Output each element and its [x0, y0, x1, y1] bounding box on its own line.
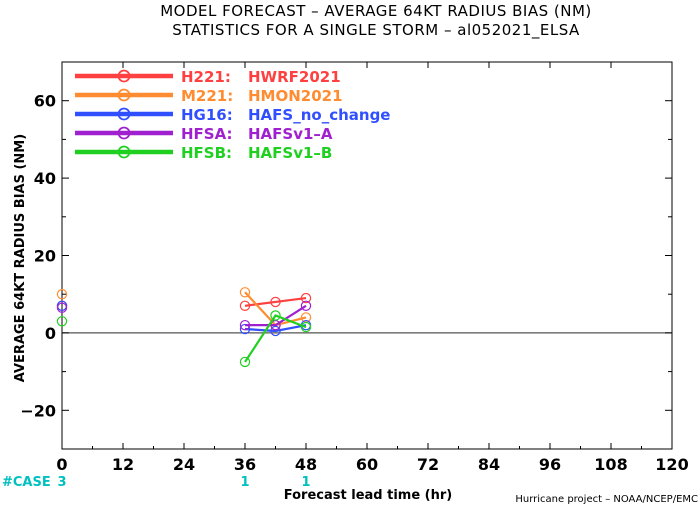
data-point-hg16	[270, 325, 281, 337]
x-tick-label: 48	[295, 455, 317, 474]
x-tick-label: 120	[655, 455, 688, 474]
y-tick-label: −20	[20, 401, 56, 420]
series-line-hfsb	[244, 314, 307, 363]
legend-model-name: HAFSv1–A	[248, 125, 333, 143]
case-count: 1	[240, 475, 249, 490]
credit-text: Hurricane project – NOAA/NCEP/EMC	[515, 494, 698, 505]
y-tick-label: 0	[45, 324, 56, 343]
data-point-hfsb	[56, 316, 68, 327]
legend-model-id: HFSA:	[181, 125, 233, 143]
data-point-h221	[239, 300, 251, 312]
data-point-hfsb	[270, 310, 281, 321]
legend-model-id: M221:	[181, 87, 233, 105]
y-axis: −20 0 20 40 60	[20, 61, 672, 450]
series-line-hg16	[244, 324, 307, 333]
x-tick-label: 84	[478, 455, 500, 474]
legend-model-name: HAFS_no_change	[248, 106, 390, 124]
x-tick-label: 72	[417, 455, 439, 474]
legend-model-id: HFSB:	[181, 144, 232, 162]
chart-title: MODEL FORECAST – AVERAGE 64KT RADIUS BIA…	[160, 2, 592, 20]
legend-swatch-marker	[117, 145, 131, 159]
legend-model-name: HWRF2021	[248, 68, 341, 86]
chart-subtitle: STATISTICS FOR A SINGLE STORM – al052021…	[172, 21, 580, 40]
x-tick-label: 96	[539, 455, 561, 474]
x-tick-label: 36	[234, 455, 256, 474]
case-label: #CASE	[2, 475, 51, 490]
series-hfsa	[56, 300, 312, 331]
case-count: 3	[57, 475, 66, 490]
x-tick-label: 60	[356, 455, 378, 474]
x-tick-label: 24	[173, 455, 195, 474]
x-axis: 0 12 24 36 48 60 72 84 96 108 120	[56, 62, 689, 474]
series-h221	[56, 292, 312, 312]
legend-swatch-marker	[117, 69, 131, 83]
data-point-hfsb	[239, 356, 251, 368]
legend-swatch-marker	[117, 107, 131, 121]
data-point-hfsa	[56, 302, 68, 313]
series-layer	[56, 287, 312, 368]
series-hfsb	[56, 310, 312, 368]
data-point-m221	[56, 289, 68, 300]
series-line-hfsa	[245, 304, 307, 327]
legend-model-id: H221:	[181, 68, 231, 86]
legend-item-hfsb: HFSB: HAFSv1–B	[75, 144, 332, 162]
data-point-hfsb	[300, 321, 312, 333]
series-m221	[56, 287, 312, 331]
legend-model-name: HMON2021	[248, 87, 343, 105]
legend-item-hg16: HG16: HAFS_no_change	[75, 106, 390, 124]
y-tick-label: 40	[34, 169, 56, 188]
x-tick-label: 0	[56, 455, 67, 474]
legend-item-h221: H221: HWRF2021	[75, 68, 341, 86]
case-count: 1	[301, 475, 310, 490]
x-tick-label: 12	[112, 455, 134, 474]
legend-swatch-marker	[117, 88, 131, 102]
y-tick-label: 20	[34, 247, 56, 266]
data-point-hfsa	[300, 300, 312, 312]
data-point-m221	[239, 287, 251, 298]
case-counts: #CASE 3 1 1	[2, 475, 311, 490]
data-point-h221	[270, 296, 281, 308]
x-tick-label: 108	[594, 455, 627, 474]
y-tick-label: 60	[34, 92, 56, 111]
data-point-h221	[300, 292, 312, 304]
data-point-hfsa	[239, 319, 251, 331]
legend-item-hfsa: HFSA: HAFSv1–A	[75, 125, 333, 143]
x-axis-label: Forecast lead time (hr)	[284, 488, 452, 503]
legend-swatch-marker	[117, 126, 131, 140]
legend-model-name: HAFSv1–B	[248, 144, 332, 162]
legend: H221: HWRF2021 M221: HMON2021 HG16: HAFS_no_c…	[75, 68, 390, 162]
y-axis-label: AVERAGE 64KT RADIUS BIAS (NM)	[13, 134, 28, 382]
legend-model-id: HG16:	[181, 106, 233, 124]
legend-item-m221: M221: HMON2021	[75, 87, 343, 105]
